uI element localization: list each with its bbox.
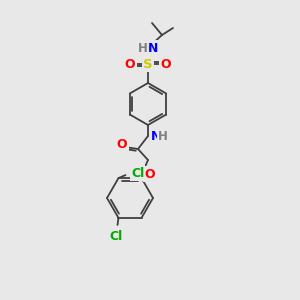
Text: Cl: Cl: [110, 230, 123, 243]
Text: O: O: [145, 167, 155, 181]
Text: O: O: [161, 58, 171, 70]
Text: H: H: [138, 41, 148, 55]
Text: O: O: [117, 137, 127, 151]
Text: S: S: [143, 58, 153, 70]
Text: N: N: [148, 41, 158, 55]
Text: N: N: [151, 130, 161, 143]
Text: O: O: [125, 58, 135, 70]
Text: Cl: Cl: [131, 167, 144, 180]
Text: H: H: [158, 130, 168, 143]
